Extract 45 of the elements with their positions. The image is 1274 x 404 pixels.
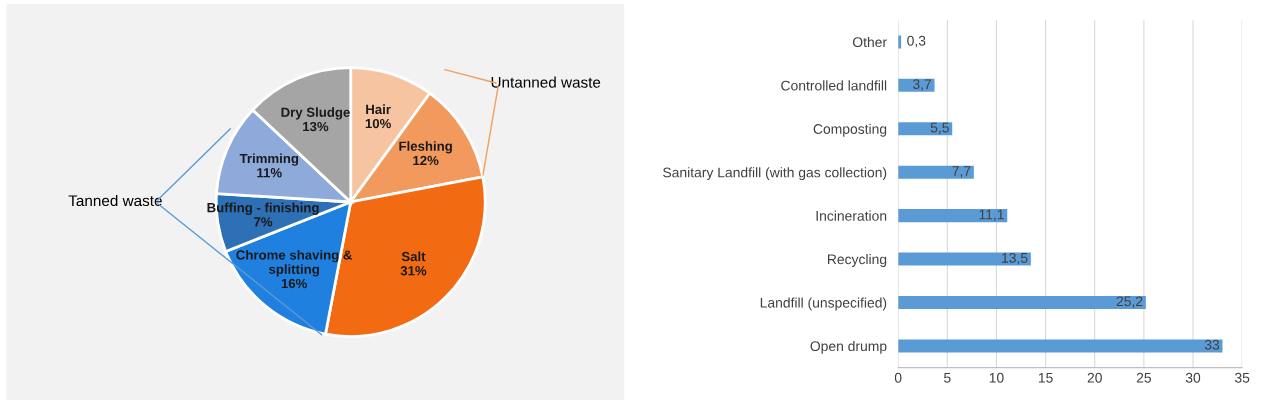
- data-label: 10%: [365, 118, 391, 129]
- y-tick-label: Composting: [813, 123, 887, 137]
- data-label: 7%: [254, 217, 273, 227]
- data-label: 11%: [257, 168, 282, 178]
- data-label: 0,3: [907, 35, 926, 48]
- bar: [898, 295, 1146, 310]
- data-label: 3,7: [912, 79, 932, 91]
- data-label: 7,7: [952, 166, 971, 178]
- slice-label: Hair: [366, 104, 391, 115]
- bar: [898, 122, 953, 136]
- x-tick-label: 10: [989, 372, 1004, 383]
- x-tick-label: 15: [1038, 373, 1053, 383]
- y-tick-label: Landfill (unspecified): [760, 297, 887, 311]
- bar: [898, 209, 1008, 223]
- slice-label: Trimming: [239, 153, 299, 166]
- y-tick-label: Other: [852, 36, 887, 48]
- data-label: 31%: [400, 266, 427, 276]
- slice-label: Salt: [401, 251, 426, 262]
- x-tick-label: 25: [1136, 372, 1152, 383]
- x-tick-label: 0: [894, 372, 902, 383]
- data-label: 16%: [281, 278, 307, 289]
- y-tick-label: Open drump: [810, 340, 887, 354]
- y-tick-label: Controlled landfill: [781, 80, 887, 91]
- data-label: 33: [1204, 339, 1220, 350]
- x-tick-label: 35: [1234, 372, 1250, 383]
- data-label: 12%: [413, 155, 439, 166]
- bar: [898, 339, 1223, 353]
- x-tick-label: 20: [1087, 372, 1102, 383]
- bar: [898, 165, 974, 179]
- data-label: 13,5: [1002, 252, 1028, 265]
- bar: [898, 252, 1031, 266]
- y-tick-label: Recycling: [827, 254, 887, 267]
- slice-label: Chrome shaving & splitting: [236, 249, 353, 277]
- data-label: 5,5: [930, 122, 949, 135]
- x-tick-label: 30: [1185, 372, 1201, 383]
- text: Untanned waste: [491, 76, 601, 88]
- slice-label: Fleshing: [399, 141, 452, 154]
- data-label: 25,2: [1116, 296, 1143, 308]
- x-tick-label: 5: [944, 373, 951, 383]
- slice-label: Dry Sludge: [281, 107, 350, 120]
- y-tick-label: Incineration: [816, 210, 887, 221]
- data-label: 11,1: [979, 209, 1004, 221]
- text: Tanned waste: [68, 194, 162, 207]
- data-label: 13%: [303, 121, 329, 132]
- y-tick-label: Sanitary Landfill (with gas collection): [663, 167, 887, 181]
